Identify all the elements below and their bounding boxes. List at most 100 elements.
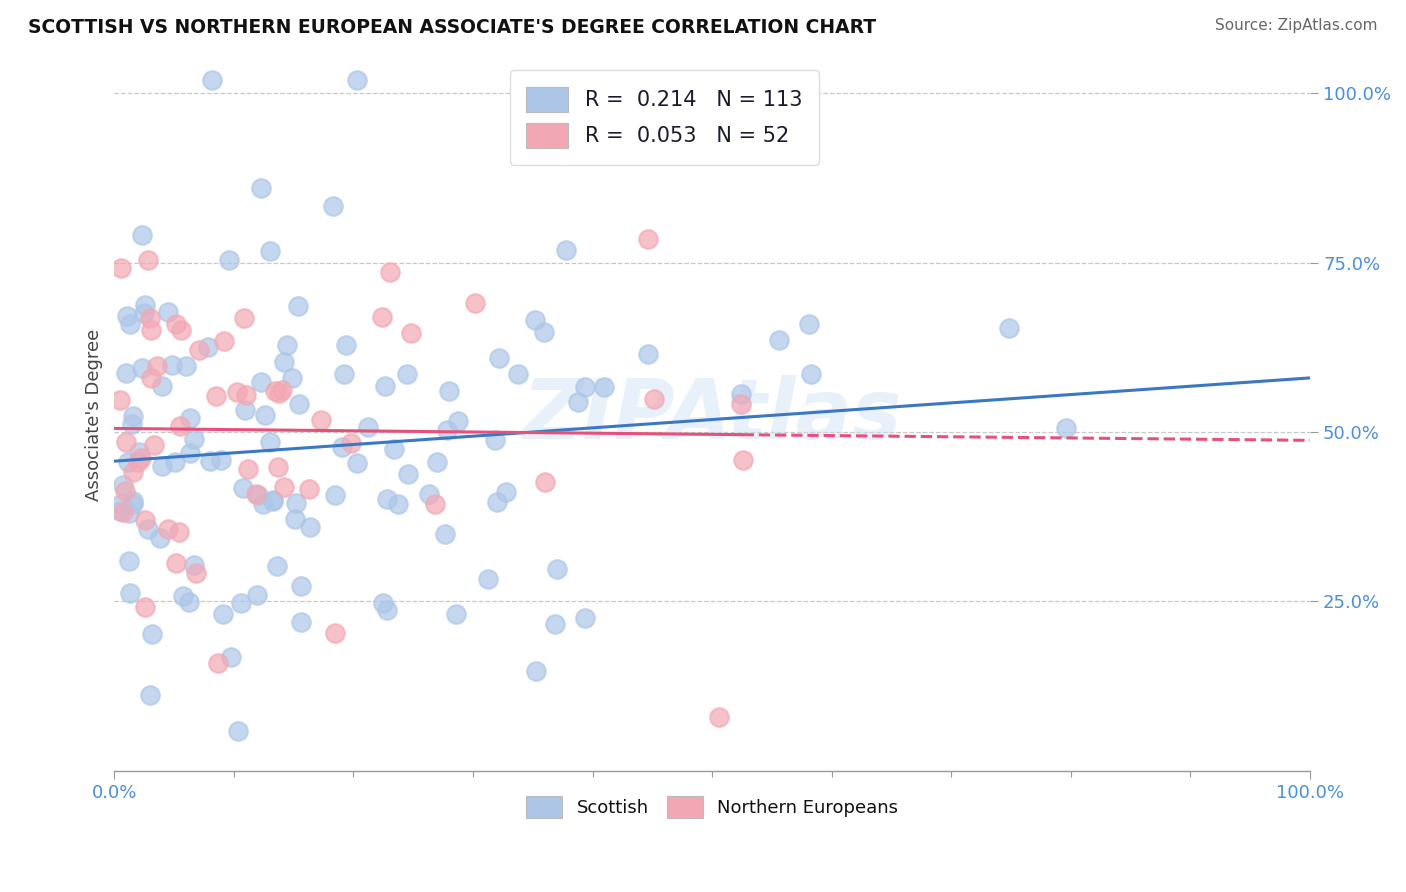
Point [139, 370, 162, 384]
Point [380, 265, 402, 279]
Text: Source: ZipAtlas.com: Source: ZipAtlas.com [1215, 18, 1378, 33]
Point [322, 199, 344, 213]
Point [249, 181, 271, 195]
Point [156, 305, 179, 319]
Point [309, 413, 332, 427]
Point [1054, 421, 1077, 435]
Point [484, 434, 506, 448]
Point [141, 627, 163, 641]
Point [134, 513, 156, 527]
Point [267, 459, 290, 474]
Point [118, 317, 141, 331]
Point [800, 367, 823, 381]
Point [323, 625, 346, 640]
Point [437, 384, 460, 398]
Point [136, 522, 159, 536]
Point [426, 455, 449, 469]
Point [177, 595, 200, 609]
Point [464, 296, 486, 310]
Point [174, 359, 197, 373]
Point [169, 525, 191, 540]
Point [143, 438, 166, 452]
Point [117, 455, 139, 469]
Point [339, 435, 361, 450]
Point [115, 434, 138, 449]
Point [554, 244, 576, 258]
Point [768, 333, 790, 347]
Point [730, 397, 752, 411]
Point [118, 554, 141, 568]
Point [236, 461, 259, 475]
Point [165, 556, 187, 570]
Point [731, 452, 754, 467]
Point [121, 417, 143, 431]
Point [534, 475, 557, 489]
Point [730, 387, 752, 401]
Point [115, 310, 138, 324]
Legend: Scottish, Northern Europeans: Scottish, Northern Europeans [519, 789, 905, 826]
Point [110, 393, 132, 408]
Point [269, 385, 291, 400]
Point [245, 487, 267, 501]
Point [387, 497, 409, 511]
Point [382, 442, 405, 457]
Point [198, 454, 221, 468]
Point [797, 317, 820, 331]
Point [197, 341, 219, 355]
Point [477, 572, 499, 586]
Point [179, 446, 201, 460]
Point [114, 483, 136, 498]
Point [249, 375, 271, 389]
Point [281, 370, 304, 384]
Point [204, 389, 226, 403]
Point [131, 361, 153, 376]
Point [170, 323, 193, 337]
Point [118, 585, 141, 599]
Point [111, 505, 134, 519]
Point [186, 566, 208, 580]
Text: SCOTTISH VS NORTHERN EUROPEAN ASSOCIATE'S DEGREE CORRELATION CHART: SCOTTISH VS NORTHERN EUROPEAN ASSOCIATE'… [28, 18, 876, 37]
Point [346, 456, 368, 470]
Point [226, 385, 249, 400]
Point [335, 338, 357, 352]
Point [157, 522, 180, 536]
Point [134, 306, 156, 320]
Point [218, 253, 240, 268]
Point [284, 512, 307, 526]
Point [252, 497, 274, 511]
Point [201, 73, 224, 87]
Point [162, 358, 184, 372]
Point [163, 455, 186, 469]
Point [111, 477, 134, 491]
Point [396, 467, 419, 482]
Point [284, 496, 307, 510]
Point [375, 492, 398, 507]
Point [110, 504, 132, 518]
Point [169, 418, 191, 433]
Text: ZIPAtlas: ZIPAtlas [523, 375, 901, 456]
Point [114, 367, 136, 381]
Point [298, 482, 321, 496]
Point [183, 558, 205, 573]
Point [212, 607, 235, 621]
Point [486, 495, 509, 509]
Point [232, 310, 254, 325]
Point [593, 380, 616, 394]
Point [707, 710, 730, 724]
Point [299, 519, 322, 533]
Point [574, 611, 596, 625]
Point [495, 485, 517, 500]
Point [179, 411, 201, 425]
Point [134, 298, 156, 312]
Point [544, 617, 567, 632]
Point [110, 260, 132, 275]
Point [131, 227, 153, 242]
Point [276, 338, 298, 352]
Point [357, 420, 380, 434]
Point [127, 455, 149, 469]
Point [524, 312, 547, 326]
Point [330, 440, 353, 454]
Point [264, 384, 287, 398]
Point [444, 607, 467, 621]
Point [287, 299, 309, 313]
